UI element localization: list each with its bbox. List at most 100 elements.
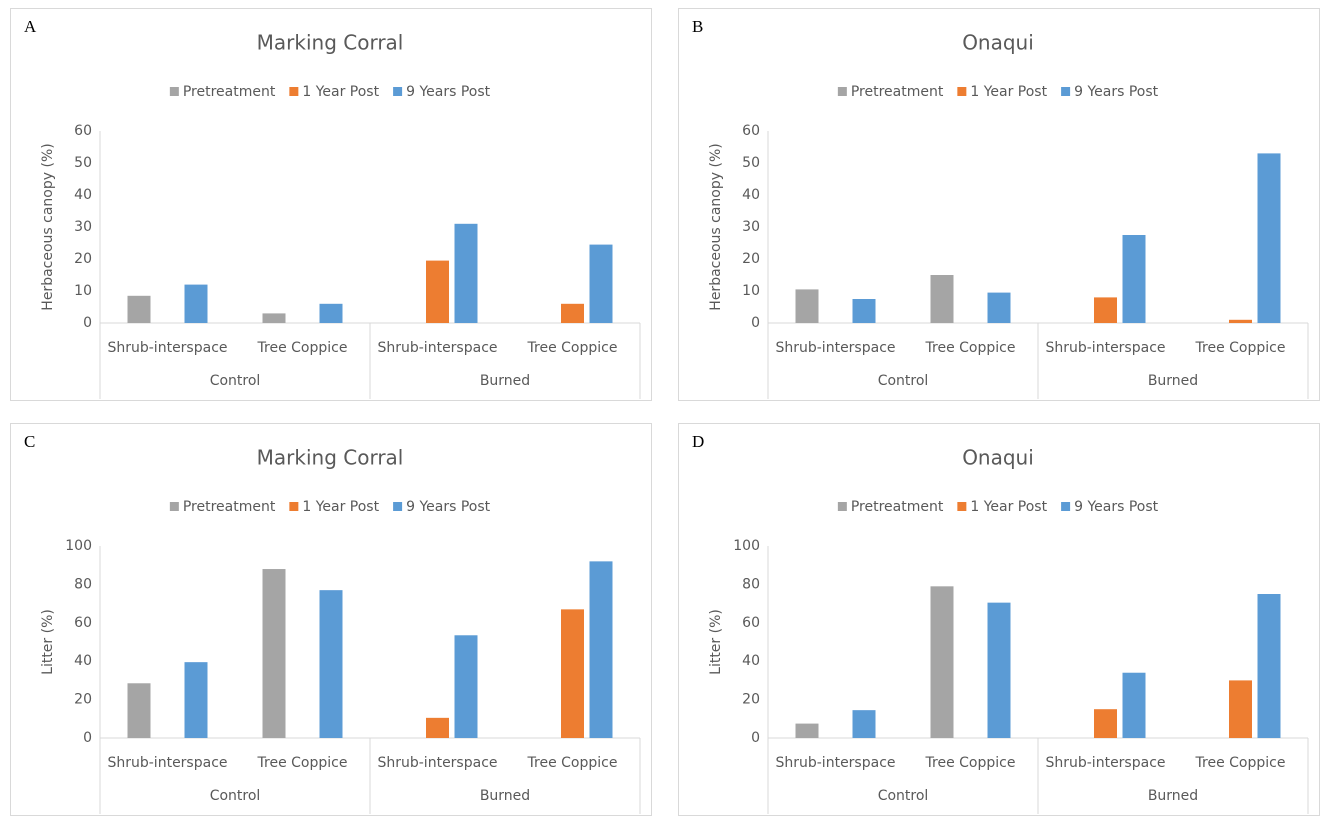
x-tick-label: Tree Coppice bbox=[257, 340, 348, 356]
legend-label: Pretreatment bbox=[183, 84, 276, 100]
bar bbox=[589, 244, 613, 323]
legend-label: 9 Years Post bbox=[406, 499, 491, 515]
x-tick-label: Shrub-interspace bbox=[1045, 755, 1165, 771]
y-tick-label: 50 bbox=[742, 155, 760, 171]
bar bbox=[262, 569, 286, 738]
y-axis-label: Litter (%) bbox=[708, 609, 724, 675]
y-tick-label: 60 bbox=[742, 123, 760, 139]
chart-title: Marking Corral bbox=[257, 31, 404, 55]
x-tick-label: Shrub-interspace bbox=[775, 340, 895, 356]
legend-swatch bbox=[289, 87, 299, 96]
legend-label: Pretreatment bbox=[851, 499, 944, 515]
chart-title: Onaqui bbox=[962, 31, 1034, 55]
bar bbox=[319, 303, 343, 323]
legend-label: Pretreatment bbox=[851, 84, 944, 100]
legend-label: 9 Years Post bbox=[1074, 84, 1159, 100]
bar bbox=[987, 292, 1011, 323]
bar bbox=[1257, 153, 1281, 323]
bar bbox=[987, 602, 1011, 738]
bar bbox=[561, 303, 584, 323]
y-tick-label: 0 bbox=[751, 730, 760, 746]
bar bbox=[426, 717, 449, 738]
x-tick-label: Tree Coppice bbox=[925, 340, 1016, 356]
legend-swatch bbox=[957, 87, 967, 96]
legend-swatch bbox=[169, 87, 179, 96]
y-tick-label: 40 bbox=[74, 653, 92, 669]
y-tick-label: 40 bbox=[74, 187, 92, 203]
legend-label: 9 Years Post bbox=[406, 84, 491, 100]
y-tick-label: 0 bbox=[83, 315, 92, 331]
legend-label: Pretreatment bbox=[183, 499, 276, 515]
x-tick-label: Shrub-interspace bbox=[1045, 340, 1165, 356]
y-tick-label: 20 bbox=[742, 251, 760, 267]
panel: C Marking Corral Pretreatment 1 Year Post 9 … bbox=[10, 423, 652, 816]
bar bbox=[561, 609, 584, 738]
bar bbox=[1122, 235, 1146, 323]
group-label: Burned bbox=[1148, 373, 1198, 389]
y-tick-label: 80 bbox=[742, 576, 760, 592]
panel: B Onaqui Pretreatment 1 Year Post 9 Years Po… bbox=[678, 8, 1320, 401]
x-tick-label: Tree Coppice bbox=[925, 755, 1016, 771]
y-axis-label: Herbaceous canopy (%) bbox=[40, 143, 56, 310]
y-tick-label: 20 bbox=[74, 251, 92, 267]
y-tick-label: 20 bbox=[742, 692, 760, 708]
bar bbox=[127, 683, 151, 738]
legend-label: 1 Year Post bbox=[302, 84, 379, 100]
bar bbox=[1229, 680, 1252, 738]
legend-label: 9 Years Post bbox=[1074, 499, 1159, 515]
y-axis-label: Litter (%) bbox=[40, 609, 56, 675]
panel-letter: C bbox=[24, 432, 35, 451]
y-tick-label: 100 bbox=[733, 538, 760, 554]
x-tick-label: Shrub-interspace bbox=[775, 755, 895, 771]
x-tick-label: Tree Coppice bbox=[1195, 340, 1286, 356]
legend-swatch bbox=[393, 502, 403, 511]
bar bbox=[930, 275, 954, 323]
bar bbox=[454, 223, 478, 323]
y-tick-label: 40 bbox=[742, 653, 760, 669]
x-tick-label: Tree Coppice bbox=[1195, 755, 1286, 771]
y-tick-label: 10 bbox=[742, 283, 760, 299]
y-tick-label: 30 bbox=[742, 219, 760, 235]
x-tick-label: Shrub-interspace bbox=[107, 755, 227, 771]
group-label: Control bbox=[210, 788, 261, 804]
panel-letter: D bbox=[692, 432, 704, 451]
group-label: Burned bbox=[480, 788, 530, 804]
group-label: Burned bbox=[1148, 788, 1198, 804]
legend-swatch bbox=[1061, 502, 1071, 511]
bar bbox=[930, 586, 954, 738]
group-label: Control bbox=[878, 373, 929, 389]
legend-swatch bbox=[957, 502, 967, 511]
group-label: Control bbox=[210, 373, 261, 389]
legend-swatch bbox=[1061, 87, 1071, 96]
y-tick-label: 60 bbox=[74, 615, 92, 631]
bar bbox=[852, 299, 876, 323]
bar bbox=[1094, 297, 1117, 323]
y-tick-label: 100 bbox=[65, 538, 92, 554]
bar bbox=[589, 561, 613, 738]
bar bbox=[795, 289, 819, 323]
legend-swatch bbox=[837, 87, 847, 96]
y-tick-label: 60 bbox=[74, 123, 92, 139]
panel: D Onaqui Pretreatment 1 Year Post 9 Years Po… bbox=[678, 423, 1320, 816]
group-label: Burned bbox=[480, 373, 530, 389]
bar bbox=[426, 260, 449, 323]
y-tick-label: 0 bbox=[83, 730, 92, 746]
panel-letter: B bbox=[692, 17, 703, 36]
bar bbox=[262, 313, 286, 323]
legend-swatch bbox=[837, 502, 847, 511]
bar bbox=[795, 723, 819, 738]
y-tick-label: 10 bbox=[74, 283, 92, 299]
y-tick-label: 80 bbox=[74, 576, 92, 592]
bar bbox=[1122, 672, 1146, 738]
x-tick-label: Tree Coppice bbox=[527, 755, 618, 771]
legend-swatch bbox=[289, 502, 299, 511]
y-axis-label: Herbaceous canopy (%) bbox=[708, 143, 724, 310]
y-tick-label: 40 bbox=[742, 187, 760, 203]
y-tick-label: 30 bbox=[74, 219, 92, 235]
group-label: Control bbox=[878, 788, 929, 804]
y-tick-label: 50 bbox=[74, 155, 92, 171]
x-tick-label: Tree Coppice bbox=[257, 755, 348, 771]
panel-border bbox=[678, 8, 1320, 401]
chart-title: Marking Corral bbox=[257, 446, 404, 470]
y-tick-label: 60 bbox=[742, 615, 760, 631]
